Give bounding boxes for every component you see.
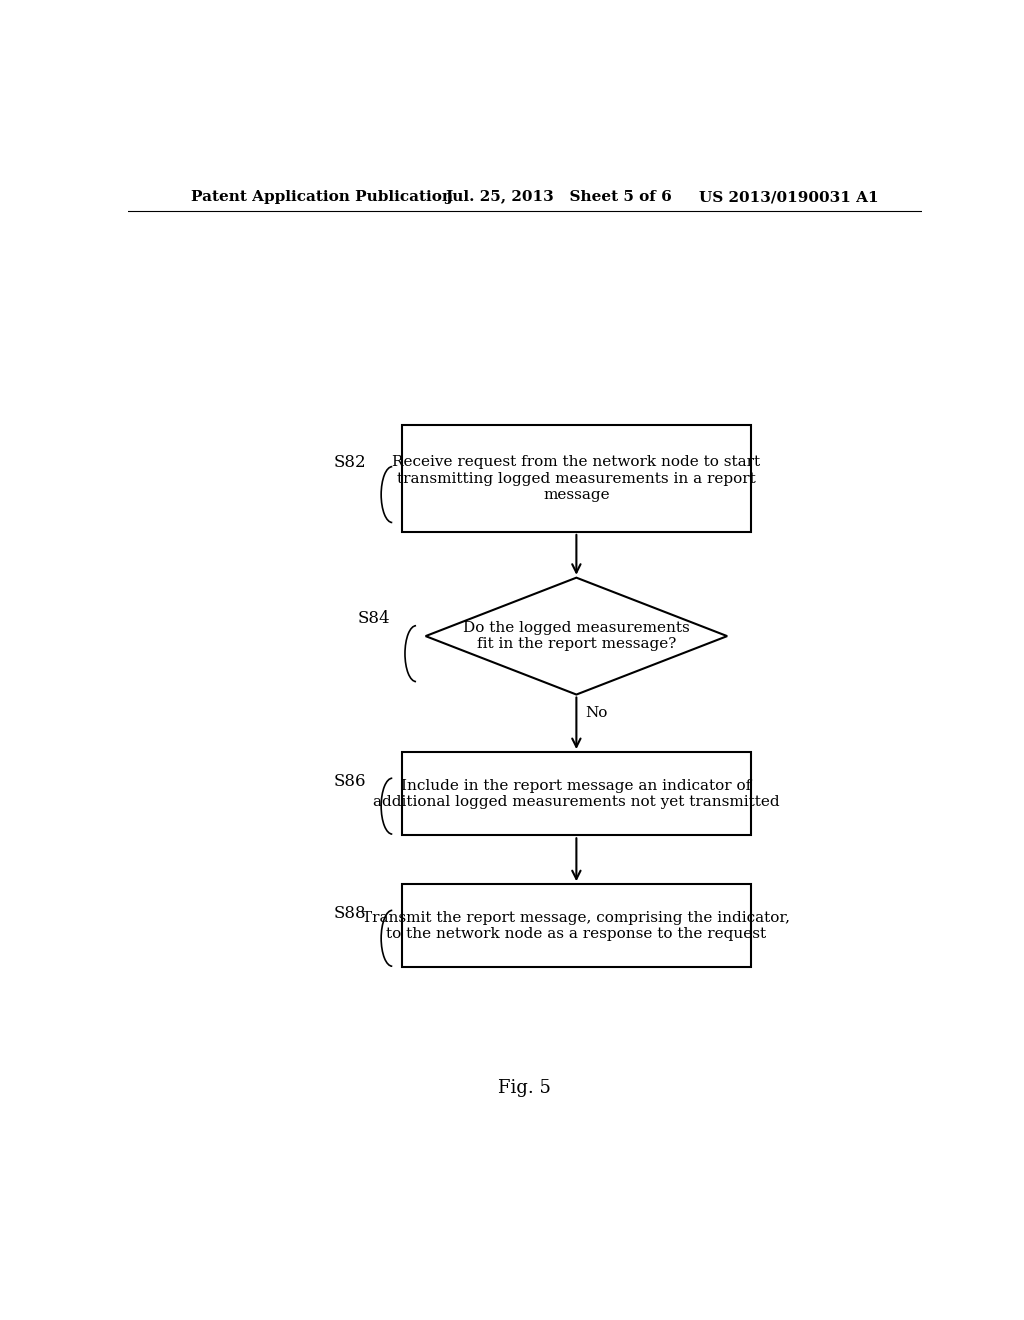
Bar xyxy=(401,752,751,836)
Text: S82: S82 xyxy=(334,454,367,471)
Text: Receive request from the network node to start
transmitting logged measurements : Receive request from the network node to… xyxy=(392,455,761,502)
Text: S86: S86 xyxy=(334,772,367,789)
Text: Patent Application Publication: Patent Application Publication xyxy=(191,190,454,205)
Text: Jul. 25, 2013   Sheet 5 of 6: Jul. 25, 2013 Sheet 5 of 6 xyxy=(445,190,672,205)
Text: Fig. 5: Fig. 5 xyxy=(499,1080,551,1097)
Text: US 2013/0190031 A1: US 2013/0190031 A1 xyxy=(699,190,879,205)
Bar xyxy=(401,425,751,532)
Text: Do the logged measurements
fit in the report message?: Do the logged measurements fit in the re… xyxy=(463,620,690,651)
Polygon shape xyxy=(426,578,727,694)
Text: Include in the report message an indicator of
additional logged measurements not: Include in the report message an indicat… xyxy=(373,779,779,809)
Bar xyxy=(401,884,751,968)
Text: S88: S88 xyxy=(334,904,367,921)
Text: No: No xyxy=(585,706,607,721)
Text: S84: S84 xyxy=(357,610,390,627)
Text: Transmit the report message, comprising the indicator,
to the network node as a : Transmit the report message, comprising … xyxy=(362,911,791,941)
